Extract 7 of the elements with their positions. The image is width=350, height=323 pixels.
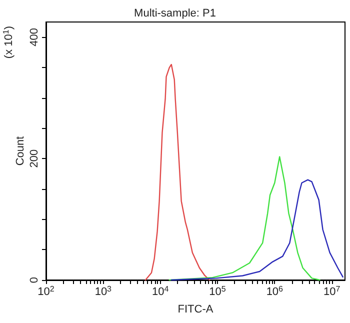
y-tick-label: 0: [28, 276, 40, 284]
x-axis-title: FITC-A: [178, 304, 214, 316]
y-tick-label: 200: [28, 149, 40, 168]
chart-title: Multi-sample: P1: [134, 8, 216, 20]
text: (x 101): [2, 26, 15, 59]
y-axis-title: Count: [14, 136, 26, 166]
y-tick-label: 400: [28, 28, 40, 46]
